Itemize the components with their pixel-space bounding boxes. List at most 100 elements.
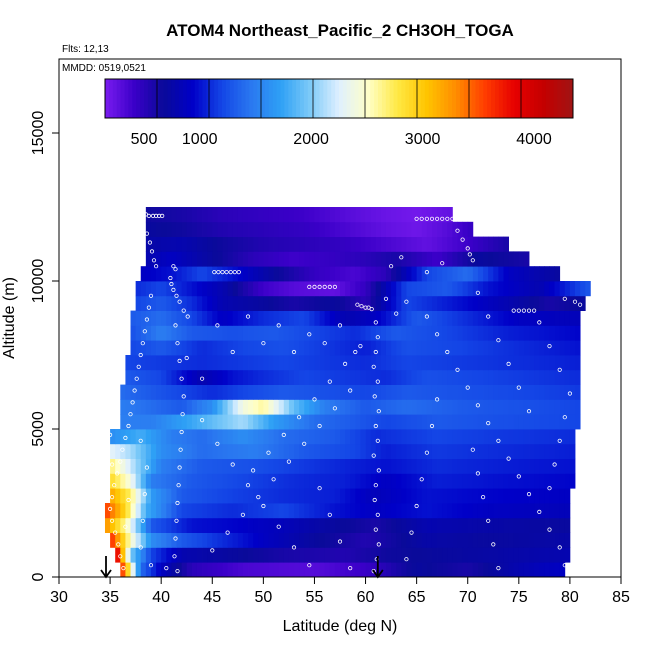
heat-cell [360,237,366,252]
heat-cell [483,429,489,444]
heat-cell [258,311,264,326]
colorbar-segment [218,79,222,118]
heat-cell [304,488,310,503]
heat-cell [529,562,535,577]
heat-cell [458,370,464,385]
heat-cell [396,503,402,518]
heat-cell [258,251,264,266]
heat-cell [452,340,458,355]
heat-cell [539,340,545,355]
heat-cell [243,340,249,355]
heat-cell [207,533,213,548]
heat-cell [396,281,402,296]
heat-cell [258,207,264,222]
heat-cell [391,503,397,518]
heat-cell [279,562,285,577]
heat-cell [534,311,540,326]
heat-cell [412,296,418,311]
heat-cell [427,414,433,429]
heat-cell [207,266,213,281]
heat-cell [131,533,137,548]
heat-cell [498,414,504,429]
heat-cell [432,503,438,518]
heat-cell [304,533,310,548]
colorbar-segment [320,79,324,118]
heat-cell [335,370,341,385]
heat-cell [187,266,193,281]
heat-cell [340,281,346,296]
heat-cell [544,399,550,414]
heat-cell [355,251,361,266]
heat-cell [136,399,142,414]
heat-cell [125,459,131,474]
heat-cell [228,488,234,503]
heat-cell [468,311,474,326]
heat-cell [330,533,336,548]
heat-cell [534,518,540,533]
heat-cell [243,533,249,548]
heat-cell [171,444,177,459]
heat-cell [412,340,418,355]
heat-cell [263,414,269,429]
heat-cell [151,266,157,281]
heat-cell [381,222,387,237]
heat-cell [228,355,234,370]
y-axis-label: Altitude (m) [1,277,18,359]
heat-cell [498,547,504,562]
heat-cell [182,488,188,503]
heat-cell [560,296,566,311]
x-tick-label: 55 [306,589,324,606]
heat-cell [478,370,484,385]
heat-cell [442,518,448,533]
heat-cell [151,399,157,414]
colorbar-segment [316,79,320,118]
heat-cell [468,562,474,577]
colorbar-segment [343,79,347,118]
heat-cell [156,399,162,414]
heat-cell [166,503,172,518]
heat-cell [555,503,561,518]
heat-cell [386,518,392,533]
heat-cell [427,518,433,533]
heat-cell [381,503,387,518]
heat-cell [422,296,428,311]
heat-cell [166,547,172,562]
heat-cell [268,251,274,266]
heat-cell [166,237,172,252]
heat-cell [483,547,489,562]
heat-cell [386,311,392,326]
heat-cell [381,251,387,266]
heat-cell [555,281,561,296]
colorbar-segment [503,79,507,118]
heat-cell [320,562,326,577]
heat-cell [539,325,545,340]
colorbar-segment [359,79,363,118]
heat-cell [263,222,269,237]
heat-cell [463,399,469,414]
heat-cell [166,296,172,311]
heat-cell [161,340,167,355]
heat-cell [299,488,305,503]
heat-cell [442,222,448,237]
heat-cell [253,562,259,577]
heat-cell [212,488,218,503]
heat-cell [483,325,489,340]
heat-cell [171,385,177,400]
heat-cell [340,325,346,340]
heat-cell [131,459,137,474]
colorbar-segment [366,79,370,118]
heat-cell [177,547,183,562]
heat-cell [325,370,331,385]
heat-cell [386,237,392,252]
heat-cell [386,340,392,355]
heat-cell [325,237,331,252]
heat-cell [294,385,300,400]
heat-cell [238,444,244,459]
heat-cell [422,518,428,533]
heat-cell [560,473,566,488]
heat-cell [253,296,259,311]
heat-cell [345,237,351,252]
heat-cell [422,547,428,562]
heat-cell [360,547,366,562]
heat-cell [182,444,188,459]
